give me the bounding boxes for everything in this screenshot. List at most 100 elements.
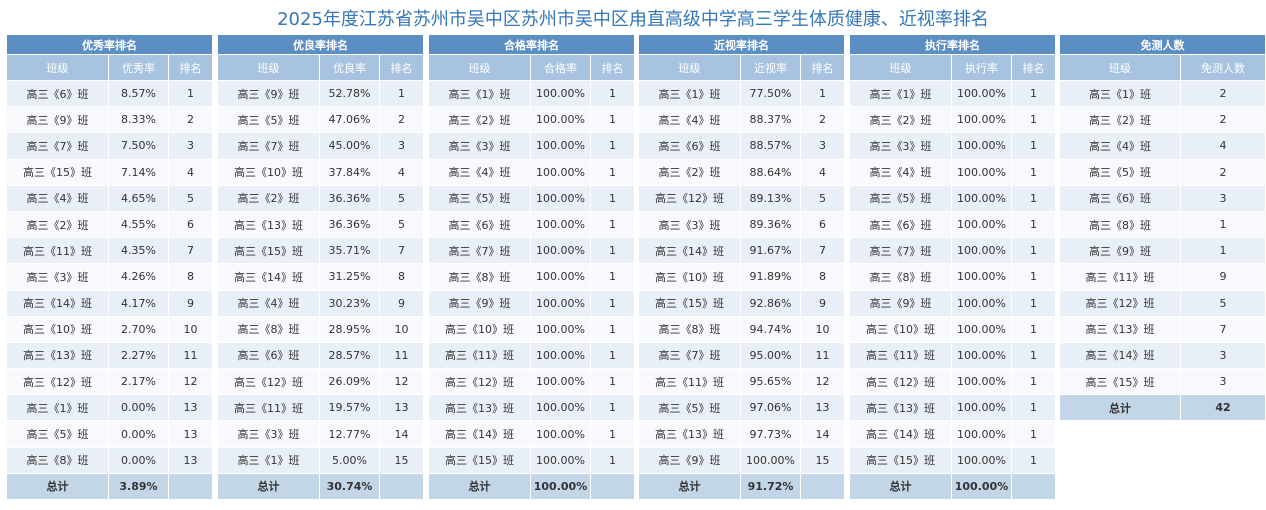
- cell: 高三《14》班: [428, 420, 531, 448]
- data-row: 高三《12》班 5: [1059, 289, 1266, 317]
- total-row: 总计 30.74%: [217, 472, 425, 500]
- data-row: 高三《11》班 95.65% 12: [638, 368, 846, 396]
- cell: 高三《5》班: [638, 394, 741, 422]
- data-row: 高三《9》班 100.00% 1: [428, 289, 636, 317]
- cell: 100.00%: [530, 210, 591, 239]
- cell: 高三《6》班: [217, 341, 320, 370]
- cell: 10: [167, 315, 214, 343]
- cell: 高三《13》班: [428, 394, 531, 422]
- cell: 4.55%: [108, 210, 169, 239]
- cell: 97.06%: [740, 394, 801, 422]
- cell: 高三《11》班: [849, 341, 952, 370]
- column-header: 排名: [1010, 54, 1057, 81]
- cell: 3: [1180, 341, 1266, 370]
- data-row: 高三《14》班 100.00% 1: [849, 420, 1057, 448]
- data-row: 高三《13》班 97.73% 14: [638, 420, 846, 448]
- data-row: 高三《2》班 2: [1059, 106, 1266, 134]
- cell: 1: [1010, 79, 1057, 108]
- cell: 1: [1010, 394, 1057, 422]
- cell: 100.00%: [951, 106, 1012, 134]
- cell: 4.35%: [108, 237, 169, 265]
- cell: 100.00%: [530, 263, 591, 291]
- cell: 100.00%: [951, 420, 1012, 448]
- cell: 1: [1010, 210, 1057, 239]
- data-row: 高三《11》班 100.00% 1: [428, 341, 636, 370]
- data-row: 高三《14》班 100.00% 1: [428, 420, 636, 448]
- cell: 11: [378, 341, 425, 370]
- cell: 高三《13》班: [638, 420, 741, 448]
- cell: 35.71%: [319, 237, 380, 265]
- cell: 高三《2》班: [1059, 106, 1181, 134]
- cell: 7: [167, 237, 214, 265]
- data-row: 高三《10》班 100.00% 1: [849, 315, 1057, 343]
- data-row: 高三《13》班 7: [1059, 315, 1266, 343]
- ranking-table: 执行率排名 班级 执行率 排名 高三《1》班 100.00% 1 高三《2》班 100.00% 1…: [848, 34, 1057, 500]
- data-row: 高三《6》班 88.57% 3: [638, 132, 846, 160]
- cell: 高三《1》班: [1059, 79, 1181, 108]
- cell: 47.06%: [319, 106, 380, 134]
- cell: 高三《6》班: [638, 132, 741, 160]
- cell: 高三《8》班: [1059, 210, 1181, 239]
- cell: 高三《5》班: [849, 184, 952, 212]
- cell: 高三《15》班: [217, 237, 320, 265]
- cell: 3: [799, 132, 846, 160]
- cell: 1: [589, 420, 636, 448]
- cell: 高三《14》班: [638, 237, 741, 265]
- total-label: 总计: [6, 472, 109, 500]
- cell: 高三《12》班: [849, 368, 952, 396]
- cell: 高三《5》班: [428, 184, 531, 212]
- total-label: 总计: [428, 472, 531, 500]
- cell: 100.00%: [951, 394, 1012, 422]
- cell: 0.00%: [108, 446, 169, 474]
- cell: 高三《4》班: [1059, 132, 1181, 160]
- cell: 高三《3》班: [638, 210, 741, 239]
- total-label: 总计: [849, 472, 952, 500]
- cell: 高三《14》班: [6, 289, 109, 317]
- cell: 高三《3》班: [849, 132, 952, 160]
- cell: 高三《5》班: [6, 420, 109, 448]
- cell: 1: [1010, 368, 1057, 396]
- data-row: 高三《3》班 100.00% 1: [849, 132, 1057, 160]
- cell: 28.95%: [319, 315, 380, 343]
- cell: 3: [1180, 368, 1266, 396]
- total-value: 3.89%: [108, 472, 169, 500]
- data-row: 高三《1》班 5.00% 15: [217, 446, 425, 474]
- cell: 高三《4》班: [217, 289, 320, 317]
- cell: 8.33%: [108, 106, 169, 134]
- data-row: 高三《12》班 26.09% 12: [217, 368, 425, 396]
- cell: 100.00%: [951, 368, 1012, 396]
- cell: 8: [167, 263, 214, 291]
- column-header: 合格率: [530, 54, 591, 81]
- cell: 1: [589, 368, 636, 396]
- data-row: 高三《6》班 28.57% 11: [217, 341, 425, 370]
- cell: 2: [799, 106, 846, 134]
- cell: 高三《14》班: [217, 263, 320, 291]
- cell: 高三《4》班: [6, 184, 109, 212]
- data-row: 高三《1》班 100.00% 1: [849, 79, 1057, 108]
- cell: 高三《13》班: [6, 341, 109, 370]
- data-row: 高三《11》班 100.00% 1: [849, 341, 1057, 370]
- cell: 高三《12》班: [1059, 289, 1181, 317]
- cell: 4.26%: [108, 263, 169, 291]
- cell: 100.00%: [951, 446, 1012, 474]
- title-row: 近视率排名: [637, 34, 846, 55]
- cell: 88.37%: [740, 106, 801, 134]
- cell: 1: [589, 79, 636, 108]
- cell: 36.36%: [319, 210, 380, 239]
- total-row: 总计 100.00%: [849, 472, 1057, 500]
- cell: 1: [1180, 210, 1266, 239]
- cell: 13: [167, 394, 214, 422]
- total-row: 总计 3.89%: [6, 472, 214, 500]
- total-label: 总计: [1059, 394, 1181, 422]
- data-row: 高三《4》班 4: [1059, 132, 1266, 160]
- cell: 6: [167, 210, 214, 239]
- cell: 高三《6》班: [849, 210, 952, 239]
- cell: 高三《11》班: [428, 341, 531, 370]
- column-header: 班级: [638, 54, 741, 81]
- cell: 高三《8》班: [849, 263, 952, 291]
- data-row: 高三《7》班 100.00% 1: [428, 237, 636, 265]
- cell: 1: [589, 289, 636, 317]
- column-header: 班级: [428, 54, 531, 81]
- cell: 9: [1180, 263, 1266, 291]
- cell: 100.00%: [530, 132, 591, 160]
